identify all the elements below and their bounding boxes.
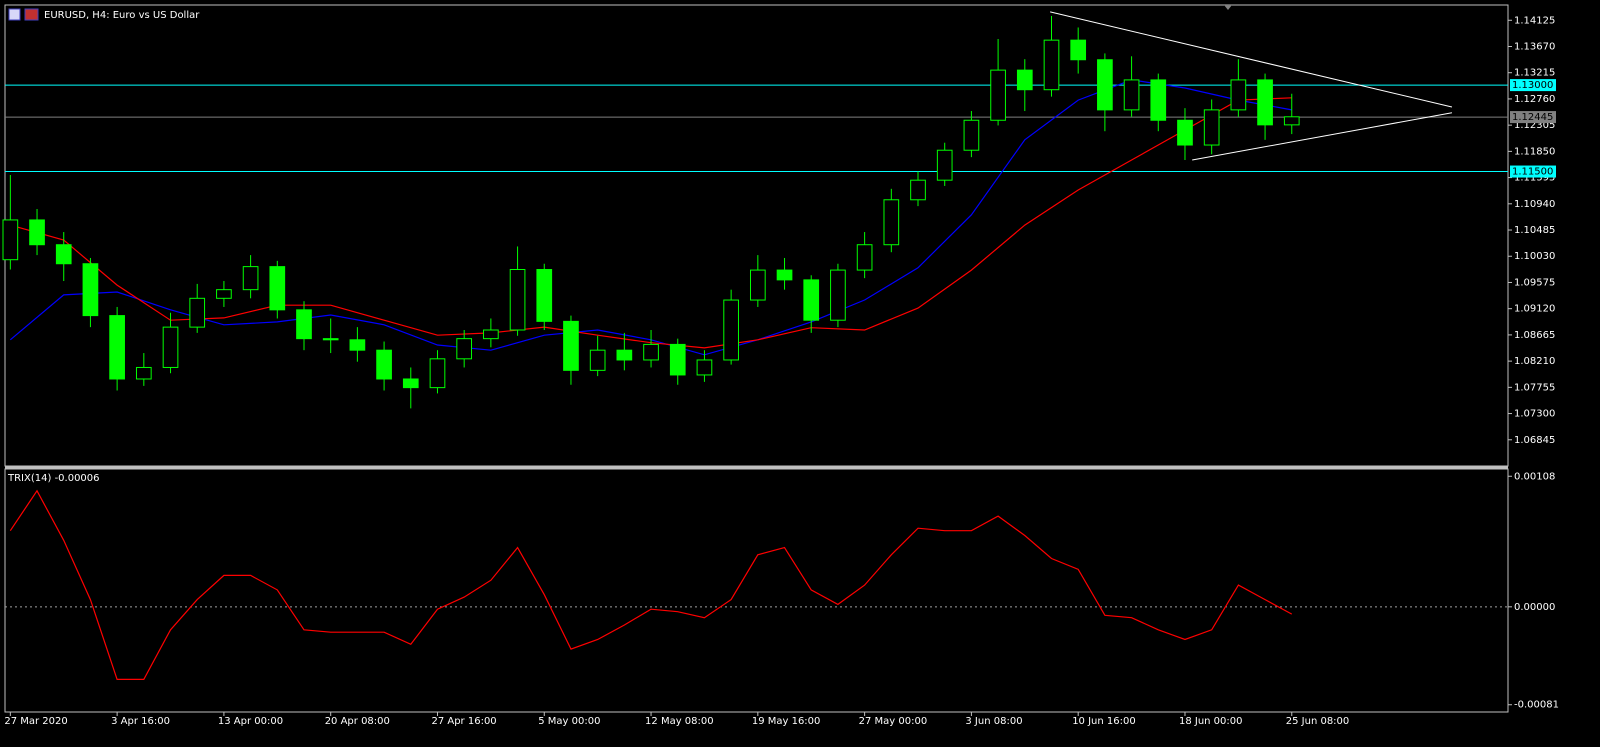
x-tick-label: 18 Jun 00:00 (1179, 716, 1243, 727)
x-tick-label: 27 May 00:00 (859, 716, 928, 727)
x-tick-label: 27 Apr 16:00 (431, 716, 496, 727)
indicator-line (9, 489, 1293, 680)
candle-body (483, 329, 499, 340)
candle-body (669, 343, 686, 376)
trend-line (1050, 11, 1453, 108)
y-tick-label: 1.14125 (1514, 15, 1555, 26)
candle-body (402, 378, 419, 389)
candle-body (1070, 39, 1087, 61)
candle-body (776, 269, 793, 281)
candle-body (803, 279, 820, 321)
candle-body (135, 366, 152, 380)
y-tick-label: 1.10030 (1514, 251, 1555, 262)
candle-body (990, 69, 1006, 121)
price-label: 1.12445 (1512, 112, 1553, 123)
x-tick-label: 3 Apr 16:00 (111, 716, 170, 727)
x-tick-label: 25 Jun 08:00 (1286, 716, 1350, 727)
price-label-box (1510, 111, 1556, 124)
y-tick-label: 0.00000 (1514, 602, 1555, 613)
candle-body (162, 326, 179, 368)
y-tick-label: 1.09120 (1514, 304, 1555, 315)
y-tick-label: 1.11395 (1514, 173, 1555, 184)
y-tick-label: 1.12305 (1514, 120, 1555, 131)
x-tick-label: 5 May 00:00 (538, 716, 600, 727)
candle-body (1283, 116, 1300, 126)
candle-body (723, 299, 739, 361)
candle-body (1177, 119, 1193, 146)
candle-body (1230, 79, 1247, 111)
candle-body (109, 315, 125, 380)
x-tick-label: 3 Jun 08:00 (965, 716, 1022, 727)
candle-body (910, 179, 926, 201)
y-tick-label: 1.07755 (1514, 382, 1555, 393)
trend-line (1192, 112, 1453, 161)
candle-body (936, 149, 953, 181)
candle-body (643, 343, 659, 361)
candle-body (616, 349, 633, 361)
y-tick-label: 1.08210 (1514, 356, 1555, 367)
y-tick-label: 1.10940 (1514, 199, 1555, 210)
candle-body (376, 349, 392, 380)
y-tick-label: 1.13670 (1514, 41, 1555, 52)
candle-body (55, 244, 72, 265)
candle-body (269, 266, 286, 311)
y-tick-label: 1.06845 (1514, 435, 1555, 446)
candle-body (1123, 79, 1140, 111)
y-tick-label: 1.12760 (1514, 94, 1555, 105)
candle-body (856, 244, 873, 271)
chart-title: EURUSD, H4: Euro vs US Dollar (44, 10, 200, 21)
candle-body (1097, 59, 1113, 111)
y-tick-label: 0.00108 (1514, 471, 1555, 482)
x-tick-label: 19 May 16:00 (752, 716, 821, 727)
x-tick-label: 20 Apr 08:00 (325, 716, 390, 727)
candle-body (536, 268, 553, 322)
candle-body (883, 199, 900, 246)
price-label-box (1510, 79, 1556, 92)
candle-body (29, 219, 45, 246)
candle-body (1043, 39, 1060, 91)
candle-body (1257, 79, 1273, 126)
candle-body (589, 349, 606, 371)
candle-body (963, 119, 980, 151)
candle-body (830, 269, 846, 321)
price-label: 1.11500 (1512, 167, 1553, 178)
candle-body (296, 309, 312, 340)
candle-body (696, 359, 713, 376)
candle-body (2, 219, 19, 261)
symbol-icon (8, 8, 21, 21)
y-tick-label: 1.13215 (1514, 68, 1555, 79)
x-tick-label: 12 May 08:00 (645, 716, 714, 727)
candle-body (509, 268, 526, 331)
flag-icon (24, 8, 39, 21)
candle-body (456, 338, 473, 360)
candle-body (82, 263, 99, 317)
y-tick-label: 1.11850 (1514, 146, 1555, 157)
candle-body (242, 266, 259, 291)
candle-body (749, 269, 766, 301)
y-tick-label: -0.00081 (1514, 700, 1559, 711)
candle-body (216, 289, 232, 299)
candle-body (563, 320, 579, 371)
x-tick-label: 13 Apr 00:00 (218, 716, 283, 727)
price-label-box (1510, 165, 1556, 178)
y-tick-label: 1.09575 (1514, 277, 1555, 288)
y-tick-label: 1.10485 (1514, 225, 1555, 236)
price-label: 1.13000 (1512, 80, 1553, 91)
candle-body (1016, 69, 1033, 91)
candle-body (189, 297, 206, 328)
candle-body (322, 338, 339, 341)
y-tick-label: 1.07300 (1514, 409, 1555, 420)
candle-body (1150, 79, 1167, 121)
indicator-title: TRIX(14) -0.00006 (7, 473, 100, 484)
y-tick-label: 1.08665 (1514, 330, 1555, 341)
x-tick-label: 10 Jun 16:00 (1072, 716, 1136, 727)
candle-body (429, 358, 446, 389)
shift-marker (1224, 5, 1232, 10)
candle-body (1203, 109, 1220, 146)
candle-body (349, 339, 366, 351)
x-tick-label: 27 Mar 2020 (4, 716, 67, 727)
